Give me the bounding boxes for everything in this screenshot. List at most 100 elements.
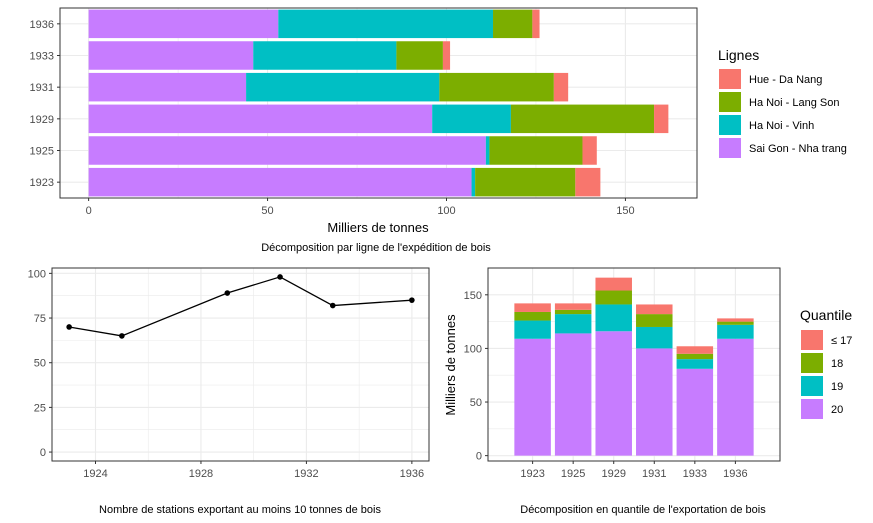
top-chart: 1923 1925 1929 1931 1933 1936 0 50 100 150 Milli… bbox=[30, 7, 847, 254]
quantile-bar-segment bbox=[636, 348, 673, 456]
quantile-y-tick-label: 0 bbox=[476, 451, 482, 463]
quantile-bar-segment bbox=[595, 290, 632, 305]
top-legend-label: Ha Noi - Lang Son bbox=[749, 97, 840, 109]
top-y-tick-label: 1923 bbox=[30, 177, 54, 189]
top-legend-label: Sai Gon - Nha trang bbox=[749, 143, 847, 155]
top-y-tick-label: 1931 bbox=[30, 82, 54, 94]
quantile-x-tick-labels: 1923 1925 1929 1931 1933 1936 bbox=[520, 461, 748, 480]
top-bar-segment bbox=[88, 136, 486, 165]
quantile-legend-swatch bbox=[801, 376, 823, 396]
top-legend-items: Hue - Da Nang Ha Noi - Lang Son Ha Noi - V… bbox=[719, 69, 847, 158]
top-bar-segment bbox=[442, 41, 451, 70]
top-bar-segment bbox=[439, 72, 554, 102]
top-bar-segment bbox=[253, 41, 397, 70]
top-bar-segment bbox=[493, 9, 533, 39]
line-x-tick-label: 1936 bbox=[400, 468, 424, 480]
quantile-legend-swatch bbox=[801, 353, 823, 373]
top-y-tick-label: 1929 bbox=[30, 114, 54, 126]
line-point bbox=[329, 302, 336, 309]
quantile-bar-segment bbox=[676, 368, 714, 456]
top-y-tick-labels: 1923 1925 1929 1931 1933 1936 bbox=[30, 19, 60, 189]
top-bar-segment bbox=[432, 104, 511, 134]
quantile-bar-segment bbox=[554, 333, 592, 456]
top-legend-title: Lignes bbox=[718, 47, 759, 63]
quantile-bar-segment bbox=[554, 309, 592, 315]
quantile-y-axis-title: Milliers de tonnes bbox=[443, 314, 458, 416]
quantile-legend-label: 20 bbox=[831, 404, 843, 416]
line-x-tick-label: 1924 bbox=[83, 468, 107, 480]
top-bar-segment bbox=[88, 167, 472, 197]
top-bar-segment bbox=[575, 167, 601, 197]
quantile-bar-segment bbox=[676, 346, 714, 354]
quantile-x-tick-label: 1925 bbox=[561, 468, 585, 480]
top-bar-segment bbox=[246, 72, 440, 102]
top-legend-swatch bbox=[719, 69, 741, 89]
line-y-tick-label: 25 bbox=[34, 402, 46, 414]
line-y-tick-label: 50 bbox=[34, 358, 46, 370]
top-legend: Lignes Hue - Da Nang Ha Noi - Lang Son Ha … bbox=[718, 47, 847, 158]
top-bar-segment bbox=[88, 72, 247, 102]
top-panel-background bbox=[60, 8, 697, 198]
quantile-legend-label: 18 bbox=[831, 358, 843, 370]
top-bar-segment bbox=[485, 136, 490, 165]
quantile-bar-segment bbox=[595, 304, 632, 332]
quantile-bar-segment bbox=[595, 277, 632, 291]
quantile-legend-swatch bbox=[801, 330, 823, 350]
top-bar-segment bbox=[278, 9, 494, 39]
quantile-bar-segment bbox=[717, 338, 754, 456]
top-bars bbox=[88, 9, 669, 197]
quantile-caption: Décomposition en quantile de l'exportati… bbox=[520, 504, 766, 516]
top-x-tick-label: 0 bbox=[86, 205, 92, 217]
quantile-y-tick-labels: 0 50 100 150 bbox=[464, 290, 488, 463]
top-bar-segment bbox=[489, 136, 583, 165]
top-legend-label: Hue - Da Nang bbox=[749, 74, 822, 86]
line-point bbox=[66, 324, 72, 330]
top-legend-swatch bbox=[719, 115, 741, 135]
line-panel-border bbox=[51, 267, 430, 462]
top-x-axis-title: Milliers de tonnes bbox=[327, 220, 429, 235]
top-bar-segment bbox=[510, 104, 655, 134]
quantile-y-tick-label: 100 bbox=[464, 343, 482, 355]
top-bar-segment bbox=[654, 104, 669, 134]
line-x-tick-label: 1928 bbox=[189, 468, 213, 480]
line-caption: Nombre de stations exportant au moins 10… bbox=[99, 504, 381, 516]
quantile-bar-segment bbox=[554, 303, 592, 310]
line-point bbox=[409, 297, 415, 303]
quantile-bars bbox=[514, 277, 754, 456]
quantile-x-tick-label: 1929 bbox=[601, 468, 625, 480]
quantile-panel-border bbox=[487, 267, 781, 462]
top-bar-segment bbox=[471, 167, 476, 197]
top-x-tick-label: 100 bbox=[437, 205, 455, 217]
top-y-tick-label: 1936 bbox=[30, 19, 54, 31]
line-point bbox=[119, 333, 125, 339]
quantile-bar-segment bbox=[676, 353, 714, 360]
line-point bbox=[224, 290, 231, 296]
quantile-legend-label: ≤ 17 bbox=[831, 335, 852, 347]
quantile-bar-segment bbox=[717, 321, 754, 325]
line-y-tick-labels: 0 25 50 75 100 bbox=[28, 268, 52, 459]
quantile-bar-segment bbox=[636, 314, 673, 327]
top-bar-segment bbox=[475, 167, 576, 197]
quantile-bar-segment bbox=[717, 318, 754, 322]
quantile-bar-segment bbox=[554, 314, 592, 334]
line-x-tick-labels: 1924 1928 1932 1936 bbox=[83, 461, 424, 480]
top-legend-swatch bbox=[719, 92, 741, 112]
top-y-tick-label: 1925 bbox=[30, 146, 54, 158]
top-bar-segment bbox=[553, 72, 569, 102]
line-point bbox=[277, 274, 283, 280]
quantile-bar-segment bbox=[636, 326, 673, 349]
line-chart: 0 25 50 75 100 1924 1928 1932 1936 Nombre de st… bbox=[28, 267, 430, 516]
top-bar-segment bbox=[88, 9, 279, 39]
quantile-bar-segment bbox=[636, 304, 673, 315]
top-legend-label: Ha Noi - Vinh bbox=[749, 120, 814, 132]
quantile-chart: 0 50 100 150 1923 1925 1929 1931 1933 1936 Milli… bbox=[443, 267, 852, 516]
quantile-x-tick-label: 1936 bbox=[723, 468, 747, 480]
quantile-y-tick-label: 150 bbox=[464, 290, 482, 302]
quantile-bar-segment bbox=[514, 320, 551, 339]
top-y-tick-label: 1933 bbox=[30, 51, 54, 63]
quantile-bar-segment bbox=[514, 311, 551, 321]
quantile-bar-segment bbox=[595, 331, 632, 456]
top-bar-segment bbox=[396, 41, 443, 70]
top-bar-segment bbox=[582, 136, 597, 165]
